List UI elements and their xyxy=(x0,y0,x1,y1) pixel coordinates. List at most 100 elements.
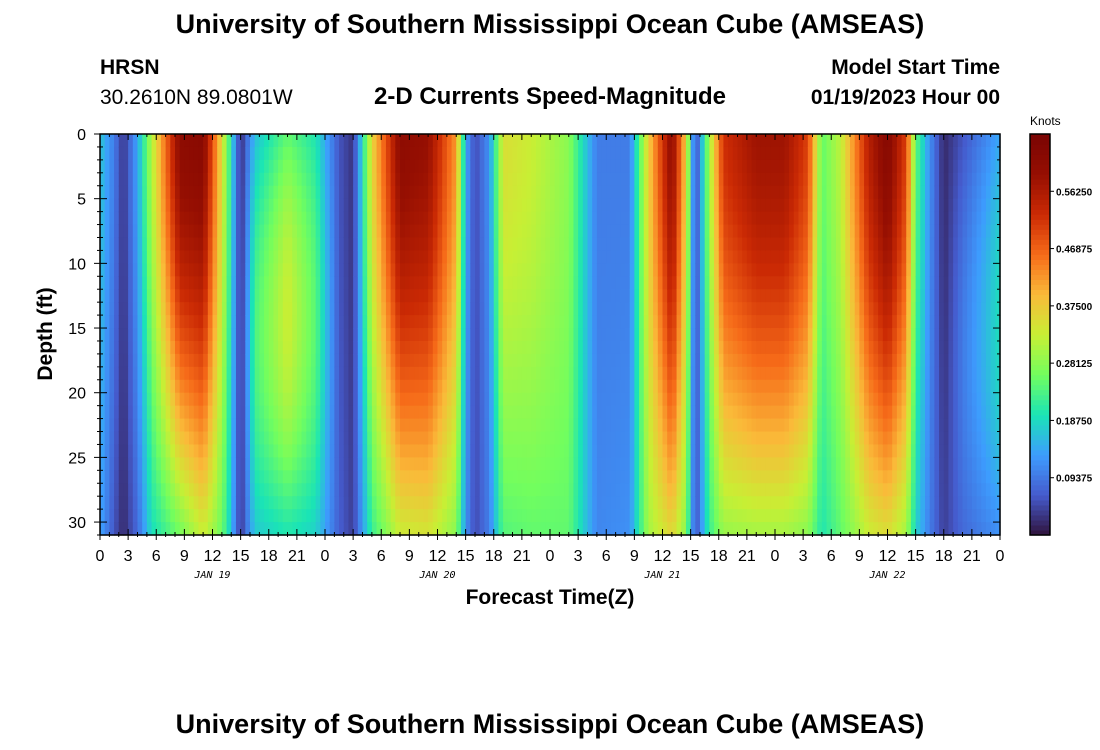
heatmap-cell xyxy=(390,224,396,239)
heatmap-cell xyxy=(517,509,523,523)
heatmap-cell xyxy=(718,237,725,252)
heatmap-cell xyxy=(756,146,762,161)
heatmap-cell xyxy=(784,198,790,213)
heatmap-cell xyxy=(339,353,345,368)
heatmap-cell xyxy=(737,405,743,420)
heatmap-cell xyxy=(662,366,668,381)
heatmap-cell xyxy=(217,509,223,523)
heatmap-cell xyxy=(123,444,129,458)
heatmap-cell xyxy=(306,224,312,239)
heatmap-cell xyxy=(671,522,678,536)
heatmap-cell xyxy=(732,185,739,200)
heatmap-cell xyxy=(254,457,260,471)
heatmap-cell xyxy=(840,340,846,355)
heatmap-cell xyxy=(700,224,706,239)
heatmap-cell xyxy=(165,185,171,200)
heatmap-cell xyxy=(821,379,828,394)
heatmap-cell xyxy=(151,328,157,342)
heatmap-cell xyxy=(240,159,246,174)
heatmap-cell xyxy=(348,250,354,264)
heatmap-cell xyxy=(296,522,303,536)
heatmap-cell xyxy=(709,353,715,368)
heatmap-cell xyxy=(418,457,425,471)
heatmap-cell xyxy=(718,134,725,148)
heatmap-cell xyxy=(432,185,439,200)
heatmap-cell xyxy=(390,185,396,200)
heatmap-cell xyxy=(728,418,734,433)
heatmap-cell xyxy=(601,263,607,277)
heatmap-cell xyxy=(296,159,303,174)
heatmap-cell xyxy=(414,211,420,226)
heatmap-cell xyxy=(254,392,260,407)
heatmap-cell xyxy=(493,353,500,368)
heatmap-cell xyxy=(165,509,171,523)
heatmap-cell xyxy=(784,250,790,264)
heatmap-cell xyxy=(310,418,317,433)
heatmap-cell xyxy=(657,366,664,381)
heatmap-cell xyxy=(245,392,251,407)
heatmap-cell xyxy=(282,159,289,174)
heatmap-cell xyxy=(690,134,696,148)
heatmap-cell xyxy=(329,237,335,252)
heatmap-cell xyxy=(418,159,425,174)
heatmap-cell xyxy=(587,159,593,174)
heatmap-cell xyxy=(334,483,340,497)
heatmap-cell xyxy=(142,250,148,264)
heatmap-cell xyxy=(521,444,528,458)
heatmap-cell xyxy=(118,522,125,536)
heatmap-cell xyxy=(742,509,748,523)
heatmap-cell xyxy=(559,392,565,407)
heatmap-cell xyxy=(723,159,729,174)
heatmap-cell xyxy=(442,315,448,329)
heatmap-cell xyxy=(357,159,364,174)
heatmap-cell xyxy=(732,340,739,355)
heatmap-cell xyxy=(301,483,307,497)
heatmap-cell xyxy=(390,405,396,420)
heatmap-cell xyxy=(325,470,331,484)
heatmap-cell xyxy=(423,250,429,264)
heatmap-cell xyxy=(226,250,232,264)
heatmap-cell xyxy=(732,366,739,381)
heatmap-cell xyxy=(325,522,331,536)
heatmap-cell xyxy=(817,134,823,148)
heatmap-cell xyxy=(615,250,621,264)
heatmap-cell xyxy=(625,496,631,510)
heatmap-cell xyxy=(259,379,265,394)
heatmap-cell xyxy=(737,340,743,355)
heatmap-cell xyxy=(493,379,500,394)
heatmap-cell xyxy=(742,289,748,303)
heatmap-cell xyxy=(367,315,373,329)
heatmap-cell xyxy=(568,340,575,355)
heatmap-cell xyxy=(592,198,598,213)
heatmap-cell xyxy=(123,457,129,471)
heatmap-cell xyxy=(573,405,579,420)
heatmap-cell xyxy=(587,328,593,342)
heatmap-cell xyxy=(306,302,312,316)
heatmap-cell xyxy=(362,483,368,497)
heatmap-cell xyxy=(343,470,350,484)
heatmap-cell xyxy=(334,315,340,329)
heatmap-cell xyxy=(746,146,753,161)
heatmap-cell xyxy=(634,483,640,497)
heatmap-cell xyxy=(564,418,570,433)
heatmap-cell xyxy=(470,379,476,394)
heatmap-cell xyxy=(221,457,228,471)
heatmap-cell xyxy=(343,522,350,536)
heatmap-cell xyxy=(517,457,523,471)
heatmap-cell xyxy=(254,172,260,187)
heatmap-cell xyxy=(709,302,715,316)
heatmap-cell xyxy=(751,340,757,355)
heatmap-cell xyxy=(709,483,715,497)
heatmap-cell xyxy=(770,509,776,523)
heatmap-cell xyxy=(357,483,364,497)
heatmap-cell xyxy=(700,379,706,394)
heatmap-cell xyxy=(475,470,481,484)
heatmap-cell xyxy=(807,328,814,342)
heatmap-cell xyxy=(442,134,448,148)
heatmap-cell xyxy=(325,509,331,523)
heatmap-cell xyxy=(718,302,725,316)
heatmap-cell xyxy=(395,353,401,368)
heatmap-cell xyxy=(517,470,523,484)
heatmap-cell xyxy=(756,224,762,239)
heatmap-cell xyxy=(404,237,410,252)
